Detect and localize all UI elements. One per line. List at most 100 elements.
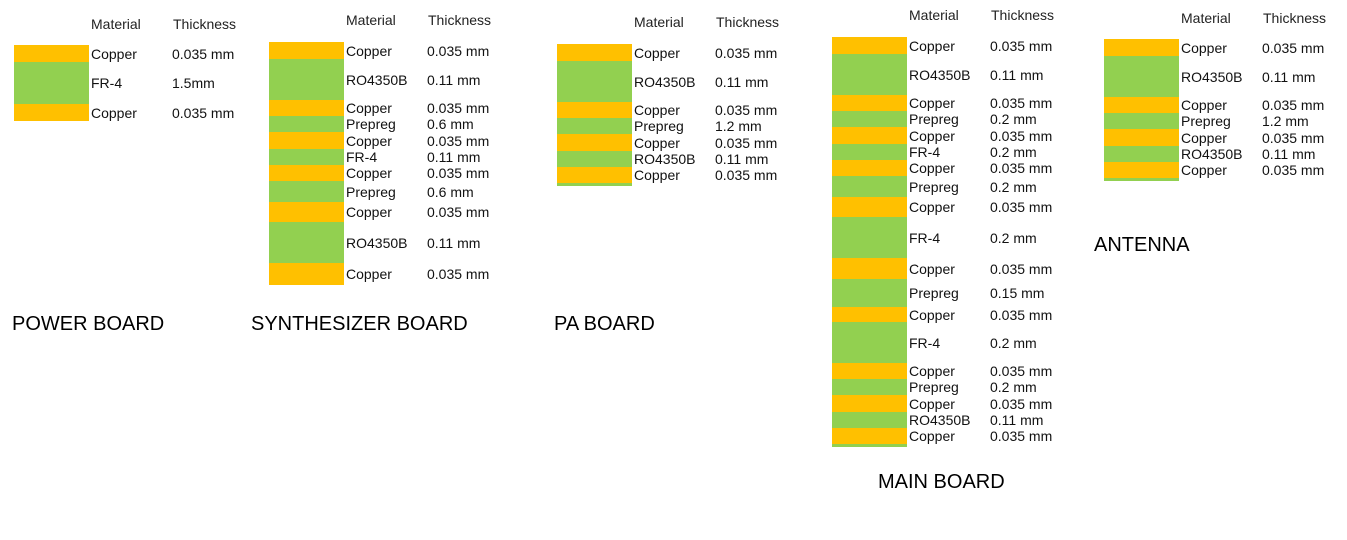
layer-thickness: 0.035 mm	[427, 165, 490, 181]
dielectric-layer	[1104, 113, 1179, 129]
copper-layer	[1104, 129, 1179, 146]
dielectric-layer	[832, 412, 907, 428]
layer-thickness: 0.6 mm	[427, 116, 474, 132]
layer-material: RO4350B	[634, 73, 696, 90]
dielectric-layer	[557, 151, 632, 167]
layer-thickness: 0.035 mm	[990, 37, 1053, 54]
layer-thickness: 0.035 mm	[715, 44, 778, 61]
layer-thickness: 0.2 mm	[990, 111, 1037, 127]
layer-thickness: 0.035 mm	[990, 160, 1053, 176]
layer-thickness: 0.11 mm	[1262, 68, 1316, 85]
copper-layer	[269, 42, 344, 59]
dielectric-layer	[832, 144, 907, 160]
dielectric-layer	[557, 183, 632, 186]
layer-thickness: 0.035 mm	[427, 42, 490, 59]
layer-material: RO4350B	[634, 151, 696, 167]
layer-thickness: 0.035 mm	[990, 395, 1053, 412]
layer-material: Copper	[1181, 162, 1227, 178]
dielectric-layer	[269, 149, 344, 165]
thickness-header: Thickness	[173, 16, 237, 32]
thickness-header: Thickness	[1263, 10, 1327, 26]
layer-material: Copper	[91, 104, 137, 121]
layer-material: RO4350B	[346, 234, 408, 251]
layer-material: Prepreg	[634, 118, 684, 134]
layer-thickness: 0.15 mm	[990, 285, 1045, 301]
copper-layer	[832, 95, 907, 111]
dielectric-layer	[832, 279, 907, 307]
board-title: PA BOARD	[554, 313, 655, 335]
board-title: POWER BOARD	[12, 313, 165, 335]
dielectric-layer	[557, 61, 632, 102]
layer-thickness: 0.11 mm	[427, 149, 481, 165]
layer-thickness: 1.2 mm	[715, 118, 762, 134]
layer-thickness: 0.035 mm	[990, 95, 1053, 111]
dielectric-layer	[269, 222, 344, 263]
layer-material: RO4350B	[1181, 68, 1243, 85]
layer-thickness: 0.11 mm	[427, 234, 481, 251]
layer-material: Copper	[346, 165, 392, 181]
layer-material: RO4350B	[909, 66, 971, 83]
copper-layer	[832, 160, 907, 176]
layer-material: Copper	[909, 428, 955, 444]
copper-layer	[832, 428, 907, 444]
dielectric-layer	[269, 116, 344, 132]
layer-material: Copper	[1181, 97, 1227, 113]
layer-thickness: 0.035 mm	[990, 428, 1053, 444]
dielectric-layer	[557, 118, 632, 134]
layer-material: Prepreg	[346, 183, 396, 200]
layer-material: Prepreg	[1181, 113, 1231, 129]
dielectric-layer	[1104, 146, 1179, 162]
layer-thickness: 0.035 mm	[172, 104, 235, 121]
layer-thickness: 0.035 mm	[172, 45, 235, 62]
copper-layer	[832, 307, 907, 322]
copper-layer	[832, 37, 907, 54]
layer-material: Copper	[91, 45, 137, 62]
layer-material: FR-4	[91, 75, 123, 91]
layer-thickness: 0.035 mm	[427, 132, 490, 149]
layer-material: Copper	[634, 134, 680, 151]
layer-material: Copper	[346, 204, 392, 220]
copper-layer	[269, 202, 344, 222]
material-header: Material	[1181, 10, 1231, 26]
dielectric-layer	[832, 444, 907, 447]
dielectric-layer	[269, 181, 344, 202]
dielectric-layer	[1104, 178, 1179, 181]
board-title: ANTENNA	[1094, 234, 1190, 256]
layer-material: Copper	[909, 199, 955, 215]
layer-material: Copper	[909, 127, 955, 144]
layer-thickness: 0.2 mm	[990, 178, 1037, 195]
layer-thickness: 0.035 mm	[1262, 162, 1325, 178]
dielectric-layer	[832, 217, 907, 258]
layer-thickness: 0.035 mm	[715, 102, 778, 118]
material-header: Material	[91, 16, 141, 32]
layer-material: FR-4	[909, 334, 941, 351]
layer-thickness: 0.11 mm	[990, 412, 1044, 428]
layer-thickness: 0.11 mm	[715, 73, 769, 90]
layer-thickness: 0.035 mm	[715, 167, 778, 183]
board-title: MAIN BOARD	[878, 471, 1005, 493]
material-header: Material	[634, 14, 684, 30]
thickness-header: Thickness	[716, 14, 780, 30]
board-title: SYNTHESIZER BOARD	[251, 313, 468, 335]
layer-material: FR-4	[909, 229, 941, 246]
copper-layer	[1104, 97, 1179, 113]
thickness-header: Thickness	[991, 7, 1055, 23]
layer-material: Copper	[909, 95, 955, 111]
layer-thickness: 0.2 mm	[990, 229, 1037, 246]
layer-material: Prepreg	[909, 285, 959, 301]
layer-material: Copper	[346, 132, 392, 149]
layer-material: Prepreg	[909, 379, 959, 395]
copper-layer	[1104, 162, 1179, 178]
copper-layer	[557, 44, 632, 61]
layer-thickness: 0.035 mm	[427, 266, 490, 282]
copper-layer	[832, 258, 907, 279]
layer-material: Copper	[909, 160, 955, 176]
layer-material: Copper	[346, 100, 392, 116]
copper-layer	[557, 167, 632, 183]
dielectric-layer	[1104, 56, 1179, 97]
copper-layer	[14, 45, 89, 62]
dielectric-layer	[832, 379, 907, 395]
layer-material: RO4350B	[1181, 146, 1243, 162]
layer-thickness: 0.035 mm	[427, 204, 490, 220]
